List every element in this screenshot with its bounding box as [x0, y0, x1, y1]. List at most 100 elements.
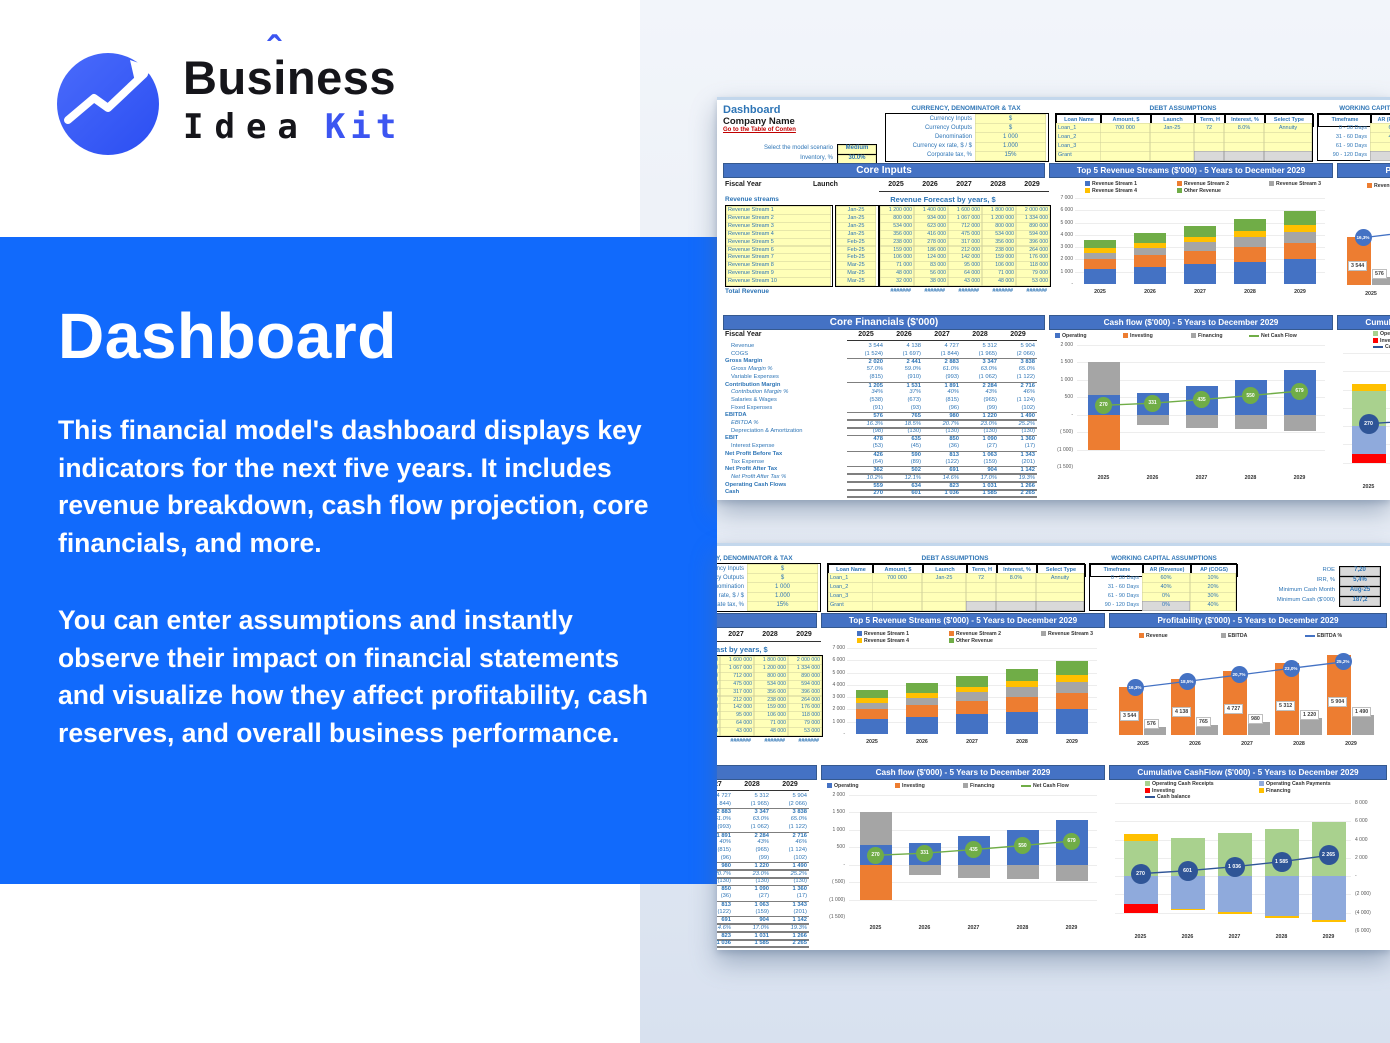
revenue-stream-launch[interactable]: Feb-25 — [836, 237, 876, 247]
wc-cell[interactable]: 0% — [1142, 600, 1190, 612]
revenue-stream-name[interactable]: Revenue Stream 3 — [726, 221, 831, 231]
bar-segment-operating-cash-payments[interactable] — [1217, 876, 1252, 913]
revenue-value-cell[interactable]: 712 000 — [720, 671, 754, 681]
bar-segment-financing[interactable] — [1123, 834, 1158, 842]
revenue-stream-launch[interactable]: Mar-25 — [836, 269, 876, 279]
bar-segment-revenue-stream-2[interactable] — [1056, 693, 1088, 710]
revenue-stream-launch[interactable]: Mar-25 — [836, 277, 876, 286]
bar-segment-revenue-stream-3[interactable] — [1006, 687, 1038, 698]
currency-row-value[interactable]: $ — [975, 123, 1046, 134]
revenue-value-cell[interactable]: 278 000 — [717, 687, 720, 697]
debt-cell[interactable]: Loan_3 — [1056, 141, 1102, 153]
bar-segment-financing[interactable] — [1217, 912, 1252, 914]
bar-segment-revenue-stream-3[interactable] — [1284, 232, 1316, 244]
bar-segment-financing[interactable] — [1136, 414, 1169, 426]
bar-segment-operating-cash-payments[interactable] — [1264, 876, 1299, 916]
revenue-value-cell[interactable]: 64 000 — [720, 719, 754, 729]
debt-cell[interactable]: Annuity — [1036, 573, 1084, 584]
revenue-value-cell[interactable]: 396 000 — [1016, 237, 1050, 247]
debt-cell[interactable]: 8.0% — [1224, 123, 1264, 134]
revenue-value-cell[interactable]: 53 000 — [788, 727, 822, 736]
revenue-value-cell[interactable]: 317 000 — [948, 237, 982, 247]
bar-segment-other-revenue[interactable] — [906, 683, 938, 693]
revenue-value-cell[interactable]: 1 067 000 — [948, 213, 982, 223]
debt-cell[interactable] — [1224, 150, 1264, 162]
wc-cell[interactable]: 40% — [1142, 582, 1190, 594]
debt-cell[interactable]: Jan-25 — [922, 573, 966, 584]
revenue-value-cell[interactable]: 934 000 — [914, 213, 948, 223]
bar-segment-revenue-stream-4[interactable] — [856, 698, 888, 703]
debt-cell[interactable] — [1100, 150, 1150, 162]
revenue-value-cell[interactable]: 106 000 — [754, 711, 788, 721]
debt-cell[interactable] — [1194, 141, 1224, 153]
debt-cell[interactable]: 700 000 — [1100, 123, 1150, 134]
debt-cell[interactable] — [1036, 600, 1084, 612]
currency-row-value[interactable]: $ — [747, 564, 818, 575]
revenue-value-cell[interactable]: 43 000 — [720, 727, 754, 736]
revenue-value-cell[interactable]: 356 000 — [880, 229, 914, 239]
debt-cell[interactable] — [1224, 132, 1264, 144]
revenue-stream-launch[interactable]: Feb-25 — [836, 253, 876, 263]
bar-ebitda[interactable] — [1352, 714, 1374, 735]
bar-segment-revenue-stream-2[interactable] — [956, 701, 988, 715]
revenue-value-cell[interactable]: 890 000 — [788, 671, 822, 681]
bar-segment-financing[interactable] — [1234, 414, 1267, 430]
revenue-stream-name[interactable]: Revenue Stream 6 — [726, 245, 831, 255]
debt-cell[interactable] — [1100, 141, 1150, 153]
bar-ebitda[interactable] — [1300, 718, 1322, 735]
revenue-stream-name[interactable]: Revenue Stream 2 — [726, 213, 831, 223]
bar-segment-other-revenue[interactable] — [1056, 661, 1088, 675]
bar-segment-financing[interactable] — [1283, 414, 1316, 432]
debt-cell[interactable]: Loan_2 — [828, 582, 874, 594]
debt-cell[interactable] — [1194, 132, 1224, 144]
revenue-value-cell[interactable]: 2 000 000 — [1016, 206, 1050, 215]
wc-cell[interactable]: 40% — [1190, 600, 1236, 612]
bar-segment-revenue-stream-1[interactable] — [906, 716, 938, 734]
bar-segment-financing[interactable] — [908, 864, 941, 876]
revenue-value-cell[interactable]: 1 067 000 — [720, 663, 754, 673]
revenue-stream-name[interactable]: Revenue Stream 8 — [726, 261, 831, 271]
revenue-value-cell[interactable]: 48 000 — [982, 277, 1016, 286]
bar-segment-revenue-stream-2[interactable] — [1234, 247, 1266, 262]
revenue-value-cell[interactable]: 53 000 — [1016, 277, 1050, 286]
revenue-value-cell[interactable]: 594 000 — [788, 679, 822, 689]
bar-segment-revenue-stream-1[interactable] — [856, 719, 888, 734]
revenue-value-cell[interactable]: 534 000 — [754, 679, 788, 689]
bar-segment-revenue-stream-2[interactable] — [856, 709, 888, 720]
revenue-value-cell[interactable]: 142 000 — [720, 703, 754, 713]
bar-segment-revenue-stream-1[interactable] — [1084, 269, 1116, 284]
bar-segment-financing[interactable] — [1055, 864, 1088, 882]
revenue-value-cell[interactable]: 1 334 000 — [1016, 213, 1050, 223]
revenue-value-cell[interactable]: 106 000 — [982, 261, 1016, 271]
revenue-stream-launch[interactable]: Jan-25 — [836, 229, 876, 239]
bar-segment-revenue-stream-4[interactable] — [956, 686, 988, 693]
bar-segment-investing[interactable] — [859, 864, 892, 900]
revenue-value-cell[interactable]: 1 600 000 — [720, 656, 754, 665]
bar-segment-financing[interactable] — [859, 812, 892, 846]
revenue-value-cell[interactable]: 186 000 — [717, 695, 720, 705]
wc-cell[interactable]: 0% — [1370, 141, 1390, 153]
revenue-value-cell[interactable]: 475 000 — [948, 229, 982, 239]
revenue-value-cell[interactable]: 534 000 — [880, 221, 914, 231]
revenue-stream-name[interactable]: Revenue Stream 9 — [726, 269, 831, 279]
bar-segment-revenue-stream-3[interactable] — [1056, 682, 1088, 694]
revenue-value-cell[interactable]: 800 000 — [754, 671, 788, 681]
bar-segment-revenue-stream-3[interactable] — [1234, 237, 1266, 248]
wc-cell[interactable]: 0% — [1142, 591, 1190, 603]
bar-segment-revenue-stream-4[interactable] — [1006, 680, 1038, 688]
revenue-value-cell[interactable]: 238 000 — [754, 695, 788, 705]
wc-cell[interactable]: 60% — [1370, 123, 1390, 134]
currency-row-value[interactable]: 15% — [747, 600, 818, 612]
revenue-value-cell[interactable]: 95 000 — [948, 261, 982, 271]
bar-segment-financing[interactable] — [957, 864, 990, 878]
revenue-value-cell[interactable]: 83 000 — [914, 261, 948, 271]
bar-segment-revenue-stream-1[interactable] — [1184, 264, 1216, 284]
bar-segment-financing[interactable] — [1087, 362, 1120, 396]
revenue-value-cell[interactable]: 79 000 — [1016, 269, 1050, 279]
debt-cell[interactable] — [1150, 132, 1194, 144]
bar-ebitda[interactable] — [1196, 724, 1218, 735]
bar-segment-revenue-stream-4[interactable] — [906, 692, 938, 698]
bar-segment-revenue-stream-3[interactable] — [1184, 242, 1216, 252]
debt-cell[interactable] — [966, 582, 996, 594]
wc-cell[interactable]: 10% — [1190, 573, 1236, 584]
